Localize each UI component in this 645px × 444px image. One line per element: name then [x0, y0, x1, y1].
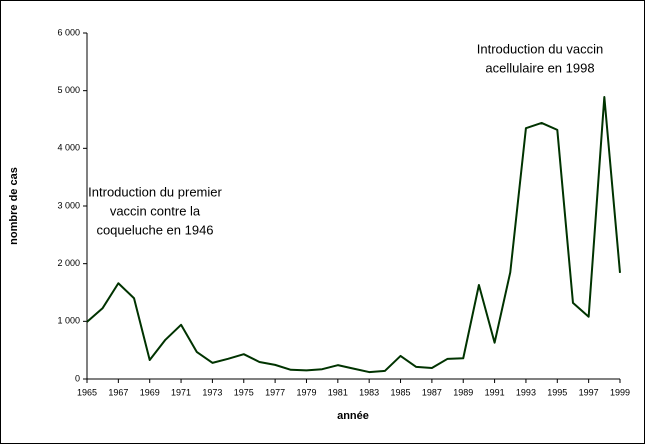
- annotation: Introduction du vaccin: [477, 41, 603, 56]
- x-tick-label: 1973: [202, 387, 222, 397]
- x-tick-label: 1997: [579, 387, 599, 397]
- x-tick-label: 1983: [359, 387, 379, 397]
- annotation: coqueluche en 1946: [96, 222, 213, 237]
- line-series: [86, 96, 621, 374]
- y-tick-label: 3 000: [57, 200, 80, 210]
- x-tick-label: 1965: [77, 387, 97, 397]
- x-tick-label: 1975: [234, 387, 254, 397]
- x-tick-label: 1979: [296, 387, 316, 397]
- y-tick-label: 5 000: [57, 85, 80, 95]
- y-tick-label: 1 000: [57, 316, 80, 326]
- x-tick-label: 1991: [485, 387, 505, 397]
- x-tick-label: 1969: [140, 387, 160, 397]
- y-tick-label: 2 000: [57, 258, 80, 268]
- x-tick-label: 1981: [328, 387, 348, 397]
- x-tick-label: 1999: [610, 387, 630, 397]
- y-axis-label: nombre de cas: [8, 167, 20, 245]
- x-tick-label: 1987: [422, 387, 442, 397]
- x-tick-label: 1985: [391, 387, 411, 397]
- x-tick-label: 1993: [516, 387, 536, 397]
- x-tick-label: 1995: [547, 387, 567, 397]
- annotation: Introduction du premier: [88, 184, 222, 199]
- y-tick-label: 0: [75, 373, 80, 383]
- x-tick-label: 1967: [108, 387, 128, 397]
- x-tick-label: 1977: [265, 387, 285, 397]
- x-tick-label: 1971: [171, 387, 191, 397]
- x-tick-label: 1989: [453, 387, 473, 397]
- y-tick-label: 6 000: [57, 27, 80, 37]
- annotation: acellulaire en 1998: [485, 60, 594, 75]
- x-axis-label: année: [337, 410, 369, 422]
- y-tick-label: 4 000: [57, 143, 80, 153]
- annotation: vaccin contre la: [110, 203, 201, 218]
